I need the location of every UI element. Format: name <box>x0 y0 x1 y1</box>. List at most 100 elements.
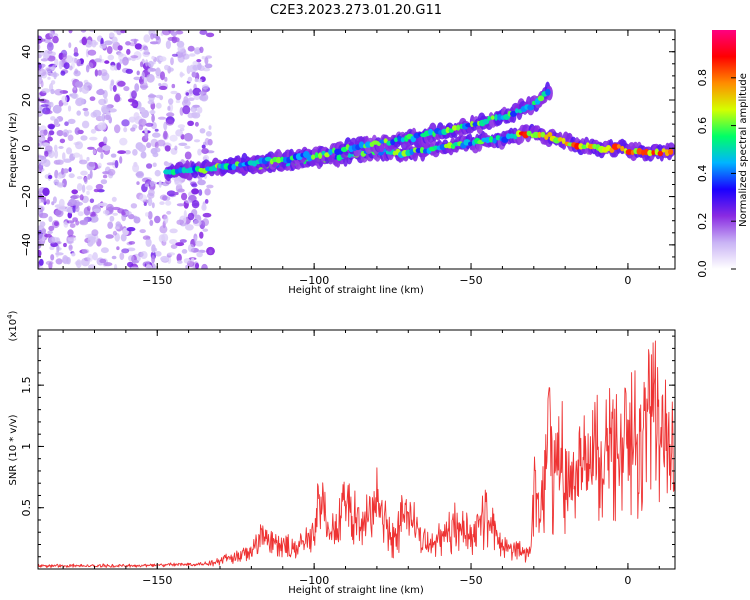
noise-blob <box>63 242 67 248</box>
spectrogram-x-ticks: −150 −100 −50 0 <box>62 30 660 287</box>
noise-blob <box>189 53 196 57</box>
ridge-core <box>616 144 621 149</box>
noise-blob <box>38 258 44 266</box>
noise-blob <box>199 128 206 134</box>
noise-blob <box>119 137 128 146</box>
noise-blob <box>135 142 144 151</box>
ridge-core <box>275 156 282 164</box>
noise-blob <box>48 216 53 223</box>
noise-blob <box>192 104 200 108</box>
ridge-core <box>544 134 549 140</box>
noise-blob <box>175 129 184 137</box>
noise-blob <box>38 249 42 258</box>
noise-blob <box>76 183 83 192</box>
noise-blob <box>46 199 50 205</box>
noise-blob <box>151 202 155 209</box>
noise-blob <box>145 238 152 247</box>
noise-blob <box>72 204 76 213</box>
noise-blob <box>61 53 67 60</box>
noise-blob <box>52 64 57 69</box>
noise-blob <box>38 137 46 142</box>
noise-blob <box>140 151 147 159</box>
noise-blob <box>69 223 76 229</box>
noise-blob <box>79 86 83 93</box>
noise-blob <box>185 199 192 204</box>
noise-blob <box>38 266 44 269</box>
noise-blob <box>134 43 143 50</box>
noise-blob <box>166 190 176 197</box>
noise-blob <box>68 42 72 49</box>
noise-blob <box>38 126 41 131</box>
noise-blob <box>123 86 130 92</box>
noise-blob <box>87 146 95 150</box>
noise-blob <box>150 147 158 155</box>
noise-blob <box>160 255 170 262</box>
noise-blob <box>115 221 122 228</box>
noise-blob <box>100 247 109 254</box>
noise-blob <box>133 76 141 81</box>
noise-blob <box>165 119 174 126</box>
noise-blob <box>116 246 120 251</box>
noise-blob <box>144 183 149 187</box>
noise-blob <box>135 172 144 177</box>
noise-blob <box>88 264 96 269</box>
noise-blob <box>45 260 54 266</box>
noise-blob <box>191 112 201 119</box>
noise-blob <box>80 135 88 141</box>
noise-blob <box>180 127 185 132</box>
noise-blob <box>83 217 88 224</box>
noise-blob <box>92 149 97 155</box>
noise-blob <box>67 118 76 124</box>
noise-blob <box>159 225 168 234</box>
x-tick-label: −100 <box>299 574 329 587</box>
noise-blob <box>61 95 68 104</box>
noise-blob <box>89 215 99 223</box>
noise-blob <box>72 152 81 158</box>
noise-blob <box>206 32 215 38</box>
noise-blob <box>141 71 145 80</box>
noise-blob <box>171 53 178 57</box>
noise-blob <box>145 264 153 269</box>
colorbar-ticks: 0.0 0.2 0.4 0.6 0.8 <box>696 69 736 278</box>
noise-blob <box>76 97 85 106</box>
noise-blob <box>202 228 209 232</box>
noise-blob <box>42 187 50 196</box>
noise-blob <box>187 76 193 83</box>
noise-blob <box>116 62 122 71</box>
noise-blob <box>145 212 149 217</box>
noise-blob <box>44 66 54 72</box>
noise-blob <box>38 73 42 80</box>
noise-blob <box>47 55 56 62</box>
noise-blob <box>143 77 148 84</box>
noise-blob <box>147 211 153 220</box>
noise-blob <box>69 93 73 97</box>
noise-blob <box>114 94 121 103</box>
noise-blob <box>114 124 121 134</box>
noise-blob <box>208 125 212 130</box>
noise-blob <box>117 45 123 51</box>
noise-blob <box>187 120 195 127</box>
noise-blob <box>74 260 81 266</box>
y-tick-label: 0.5 <box>20 499 33 517</box>
noise-blob <box>83 110 90 117</box>
noise-blob <box>140 251 148 259</box>
noise-blob <box>71 194 80 199</box>
noise-blob <box>140 81 148 90</box>
noise-blob <box>78 159 88 165</box>
noise-blob <box>142 50 150 58</box>
noise-blob <box>146 142 152 149</box>
noise-blob <box>189 88 193 95</box>
noise-blob <box>75 81 83 88</box>
noise-blob <box>199 95 204 101</box>
noise-blob <box>43 142 50 147</box>
noise-blob <box>149 41 159 45</box>
noise-blob <box>132 149 138 156</box>
noise-blob <box>55 209 64 218</box>
noise-blob <box>71 189 78 195</box>
noise-blob <box>127 98 135 103</box>
noise-blob <box>119 59 123 65</box>
noise-blob <box>145 122 154 127</box>
ridge-core <box>318 152 323 159</box>
noise-blob <box>152 132 161 138</box>
ridge-core <box>264 156 272 162</box>
